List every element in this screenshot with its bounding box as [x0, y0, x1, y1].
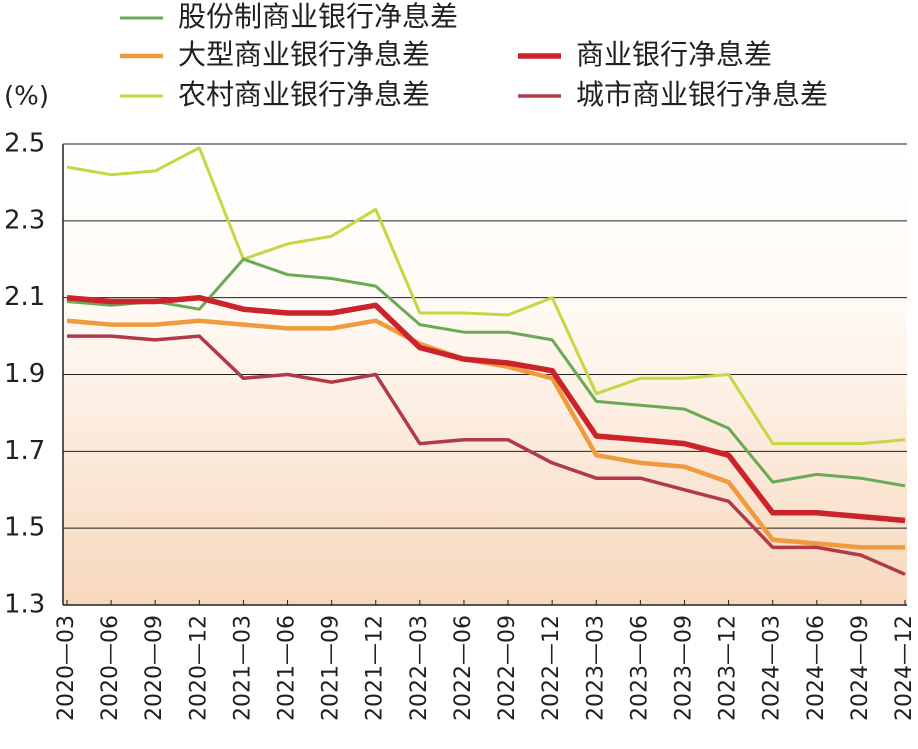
- x-tick-label: 2020—12: [186, 615, 211, 721]
- y-tick-label: 2.5: [4, 129, 45, 159]
- y-tick-label: 1.9: [4, 359, 45, 389]
- x-tick-label: 2023—09: [671, 615, 696, 721]
- series-line: [67, 334, 906, 576]
- x-tick-label: 2021—09: [319, 615, 344, 721]
- x-tick-label: 2023—06: [627, 615, 652, 721]
- series-line: [66, 146, 906, 446]
- legend-label: 城市商业银行净息差: [576, 78, 828, 111]
- x-tick-label: 2021—06: [275, 615, 300, 721]
- legend-label: 股份制商业银行净息差: [178, 0, 458, 33]
- y-tick-label: 2.3: [4, 205, 45, 235]
- x-tick-label: 2020—03: [54, 615, 79, 721]
- y-tick-label: 1.3: [4, 590, 45, 620]
- y-tick-label: 2.1: [4, 282, 45, 312]
- x-tick-label: 2023—03: [583, 615, 608, 721]
- x-tick-label: 2024—06: [804, 615, 829, 721]
- x-tick-label: 2020—09: [142, 615, 167, 721]
- y-tick-label: 1.5: [4, 513, 45, 543]
- x-tick-label: 2022—06: [451, 615, 476, 721]
- legend-label: 商业银行净息差: [576, 38, 772, 71]
- series-line: [66, 294, 906, 524]
- x-tick-label: 2021—03: [230, 615, 255, 721]
- x-tick-label: 2024—03: [760, 615, 785, 721]
- x-tick-label: 2024—12: [892, 615, 917, 721]
- y-tick-label: 1.7: [4, 436, 45, 466]
- x-tick-label: 2021—12: [363, 615, 388, 721]
- legend-label: 大型商业银行净息差: [178, 38, 430, 71]
- x-tick-label: 2024—09: [848, 615, 873, 721]
- x-tick-label: 2020—06: [98, 615, 123, 721]
- x-tick-label: 2022—09: [495, 615, 520, 721]
- x-tick-label: 2023—12: [716, 615, 741, 721]
- y-axis-label: (%): [4, 82, 49, 112]
- x-tick-label: 2022—12: [539, 615, 564, 721]
- x-tick-label: 2022—03: [407, 615, 432, 721]
- legend-label: 农村商业银行净息差: [178, 78, 430, 111]
